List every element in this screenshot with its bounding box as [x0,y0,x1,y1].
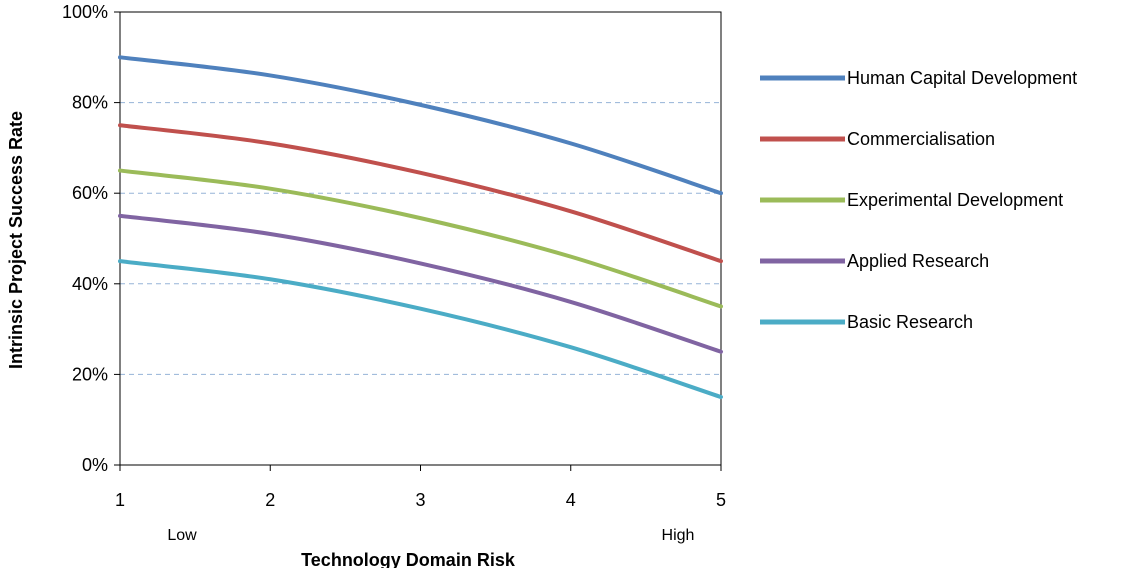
x-tick-label: 2 [265,490,275,510]
gridlines [120,102,721,375]
y-tick-label: 100% [62,2,108,22]
plot-area-frame [119,11,722,466]
y-tick-label: 0% [82,455,108,475]
y-tick-label: 80% [72,93,108,113]
x-tick-label: 3 [415,490,425,510]
series-lines [118,55,723,400]
x-axis-ticks: 1 2 3 4 5 [115,465,726,510]
x-tick-label: 1 [115,490,125,510]
x-axis-low-label: Low [167,527,197,544]
series-line-experimental-development [118,168,723,309]
series-line-human-capital-development [118,55,723,196]
legend: Human Capital Development Commercialisati… [760,68,1077,332]
legend-label-basic-research: Basic Research [847,312,973,332]
y-axis-ticks: 0% 20% 40% 60% 80% 100% [62,2,120,475]
y-tick-label: 60% [72,183,108,203]
series-line-basic-research [118,259,723,400]
y-tick-label: 40% [72,274,108,294]
legend-label-human-capital-development: Human Capital Development [847,68,1077,88]
y-axis-title: Intrinsic Project Success Rate [6,111,26,369]
legend-label-experimental-development: Experimental Development [847,190,1063,210]
legend-label-applied-research: Applied Research [847,251,989,271]
series-line-applied-research [118,213,723,354]
x-tick-label: 4 [566,490,576,510]
x-tick-label: 5 [716,490,726,510]
x-axis-title: Technology Domain Risk [301,550,516,568]
x-axis-high-label: High [662,527,695,544]
series-line-commercialisation [118,123,723,264]
legend-label-commercialisation: Commercialisation [847,129,995,149]
y-tick-label: 20% [72,364,108,384]
